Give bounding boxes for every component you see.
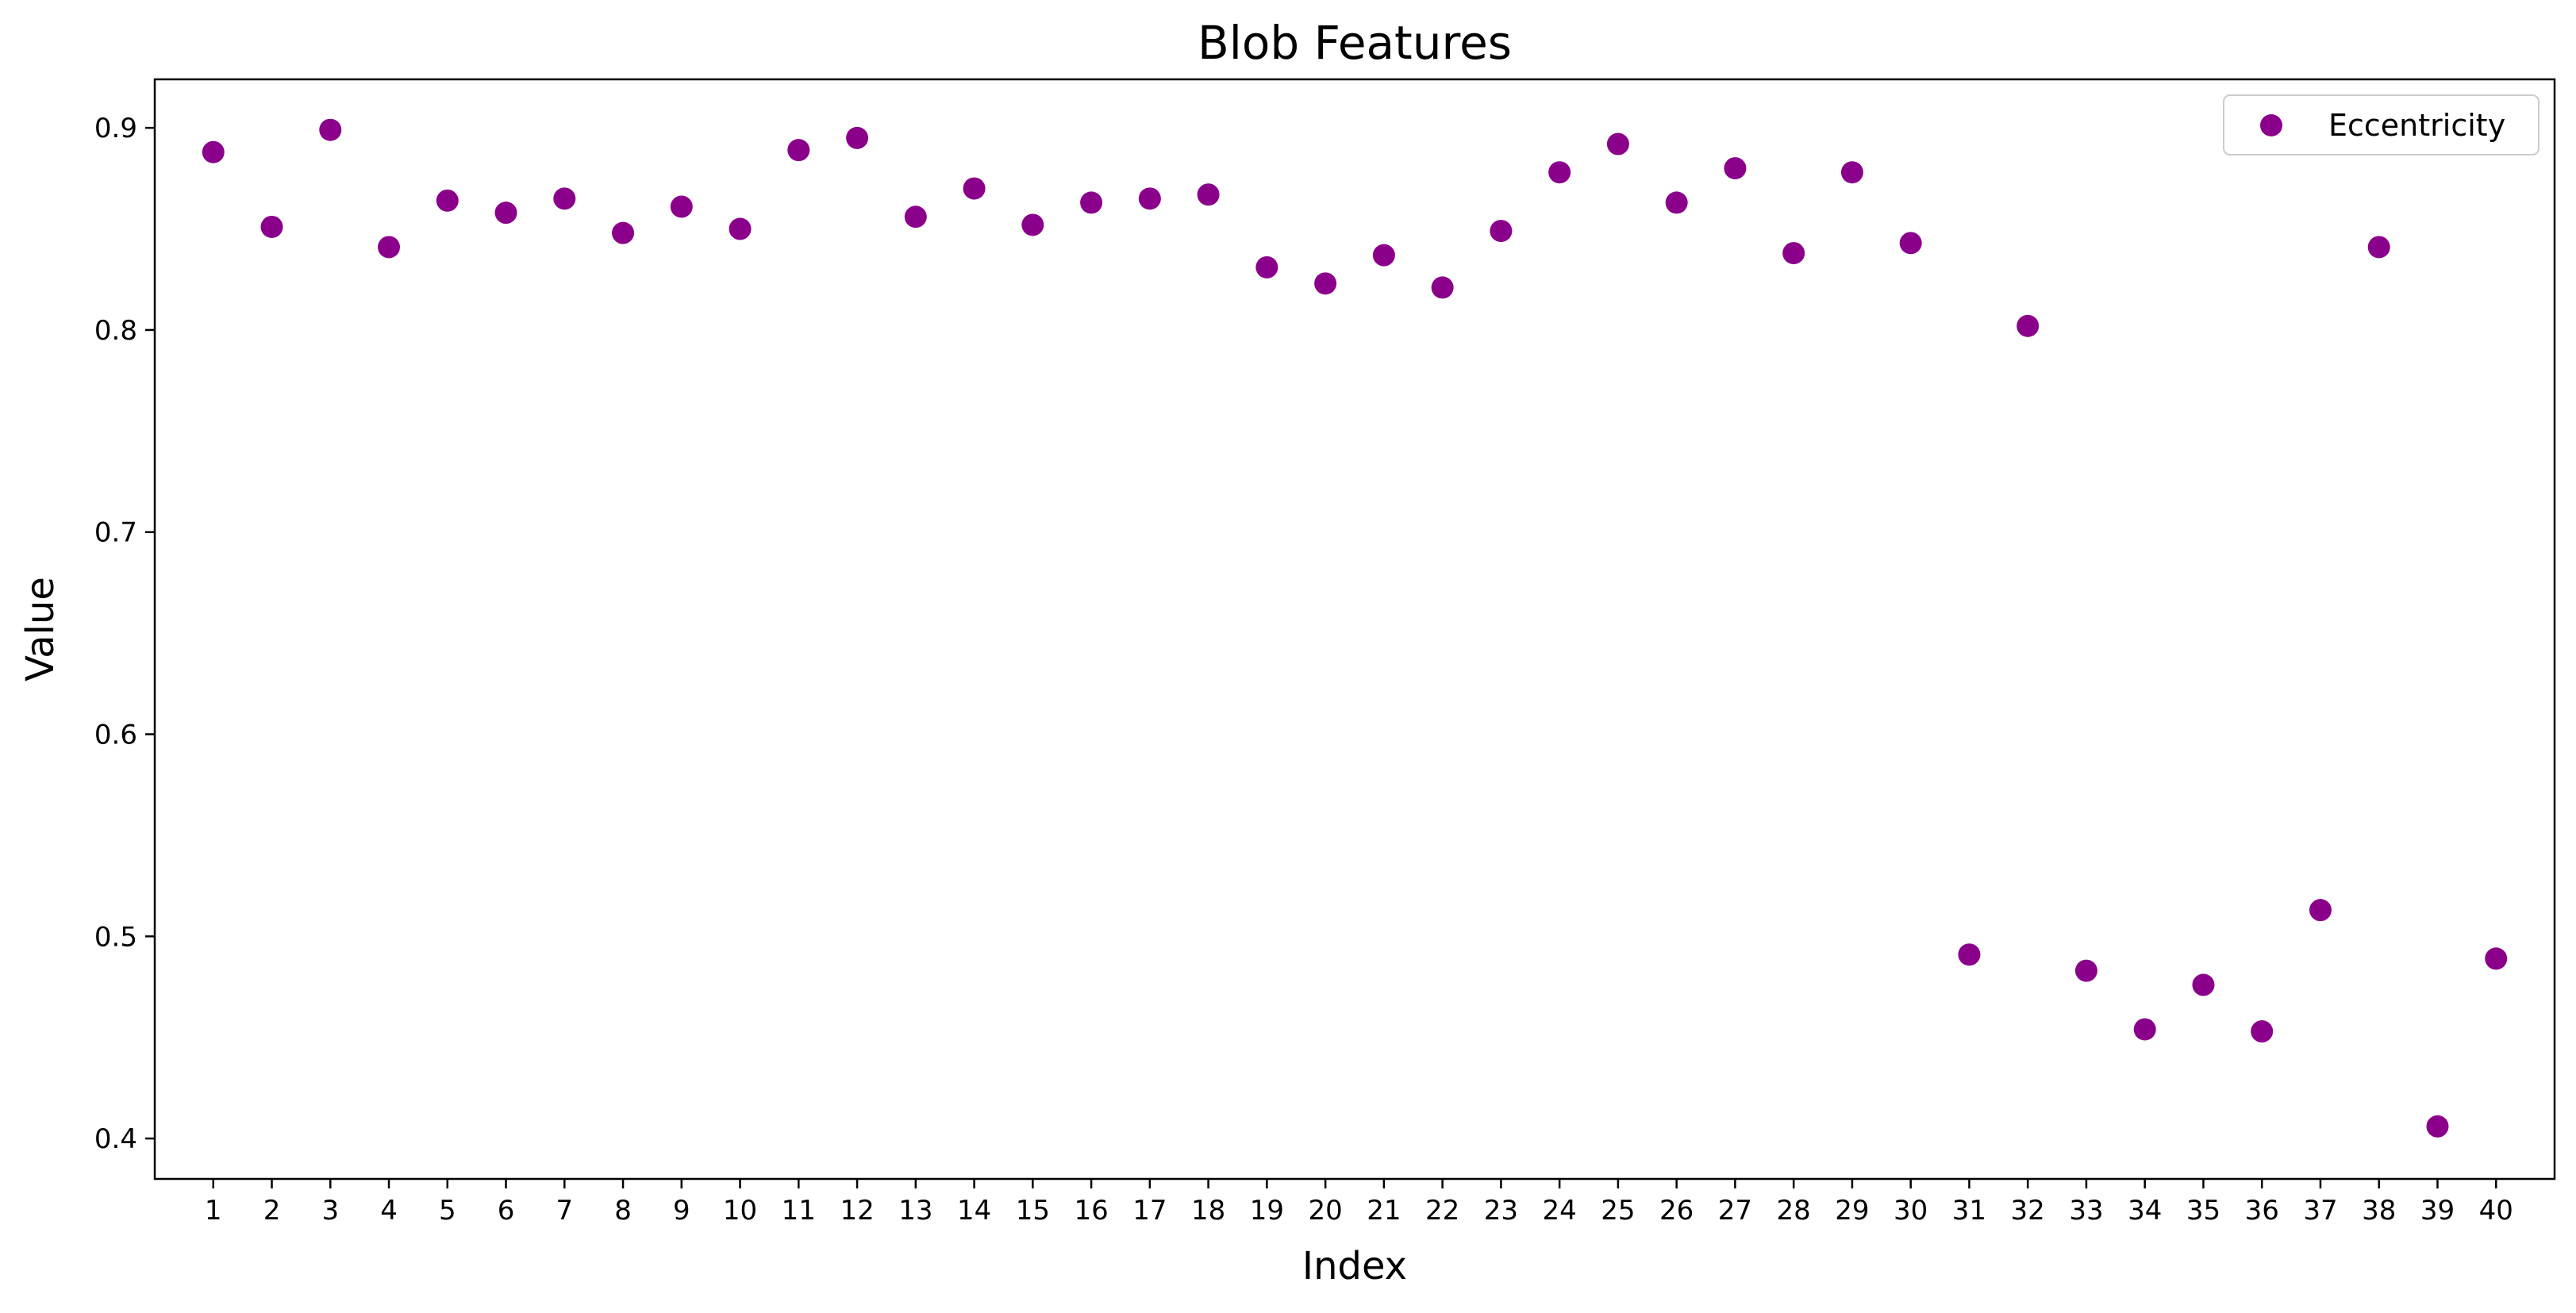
data-point (1431, 276, 1454, 299)
ticks-layer: 1 2 3 4 5 6 7 8 9 10 11 12 13 14 15 16 17 18 19 20 21 22 23 24 2… (94, 113, 2513, 1227)
chart-title: Blob Features (1198, 16, 1512, 70)
x-tick-label: 4 (380, 1195, 398, 1227)
x-tick-label: 9 (673, 1195, 690, 1227)
x-tick-label: 29 (1835, 1195, 1869, 1227)
data-point (553, 187, 576, 210)
legend-frame (2223, 94, 2539, 155)
x-tick-label: 31 (1952, 1195, 1986, 1227)
data-point (1197, 183, 1220, 206)
data-point (2192, 973, 2215, 996)
x-tick-label: 18 (1191, 1195, 1225, 1227)
x-tick-label: 27 (1718, 1195, 1752, 1227)
data-point (1606, 132, 1629, 155)
data-point (1080, 191, 1103, 214)
data-point (494, 202, 517, 225)
data-point (1958, 943, 1981, 966)
x-tick-label: 16 (1074, 1195, 1108, 1227)
x-tick-label: 23 (1484, 1195, 1518, 1227)
y-tick-label: 0.7 (94, 517, 137, 549)
x-tick-label: 21 (1367, 1195, 1401, 1227)
data-point (1665, 191, 1688, 214)
x-tick-label: 35 (2186, 1195, 2220, 1227)
x-tick-label: 34 (2128, 1195, 2162, 1227)
x-tick-label: 28 (1777, 1195, 1811, 1227)
x-tick-label: 22 (1425, 1195, 1459, 1227)
data-point (2133, 1018, 2156, 1041)
data-point (1138, 187, 1161, 210)
data-point (1782, 242, 1805, 265)
x-tick-label: 10 (723, 1195, 757, 1227)
data-point (612, 221, 635, 244)
data-point (2426, 1115, 2449, 1138)
x-axis-label: Index (1302, 1244, 1407, 1288)
x-tick-label: 32 (2011, 1195, 2045, 1227)
plot-frame (153, 78, 2556, 1181)
x-tick-label: 14 (957, 1195, 991, 1227)
data-point (670, 195, 693, 218)
x-tick-label: 39 (2420, 1195, 2455, 1227)
legend: Eccentricity (2223, 94, 2539, 155)
y-tick-label: 0.6 (94, 719, 137, 751)
x-tick-label: 19 (1250, 1195, 1284, 1227)
data-point (787, 139, 810, 162)
legend-marker (2260, 114, 2282, 136)
y-axis-label: Value (18, 577, 63, 681)
y-tick-label: 0.9 (94, 113, 137, 144)
x-tick-label: 20 (1308, 1195, 1342, 1227)
data-point (2309, 899, 2332, 922)
x-tick-label: 1 (205, 1195, 222, 1227)
x-tick-label: 11 (782, 1195, 816, 1227)
data-point (2017, 314, 2040, 337)
data-point (846, 126, 869, 149)
data-point (1840, 161, 1863, 184)
x-tick-label: 15 (1016, 1195, 1050, 1227)
points-layer (202, 118, 2508, 1138)
data-point (1899, 232, 1922, 255)
x-tick-label: 26 (1659, 1195, 1694, 1227)
data-point (1490, 220, 1513, 243)
data-point (2074, 959, 2097, 982)
x-tick-label: 36 (2245, 1195, 2279, 1227)
x-tick-label: 8 (614, 1195, 632, 1227)
y-tick-label: 0.8 (94, 315, 137, 347)
x-tick-label: 25 (1601, 1195, 1635, 1227)
data-point (963, 177, 986, 200)
data-point (1255, 255, 1278, 278)
data-point (2367, 236, 2390, 259)
x-tick-label: 7 (556, 1195, 573, 1227)
x-tick-label: 33 (2069, 1195, 2103, 1227)
data-point (202, 140, 225, 163)
y-tick-label: 0.5 (94, 921, 137, 953)
x-tick-label: 17 (1132, 1195, 1167, 1227)
data-point (319, 118, 342, 141)
x-tick-label: 12 (840, 1195, 874, 1227)
x-tick-label: 38 (2362, 1195, 2396, 1227)
x-tick-label: 30 (1894, 1195, 1928, 1227)
data-point (2485, 947, 2508, 970)
data-point (1372, 244, 1395, 267)
data-point (904, 205, 927, 228)
y-tick-label: 0.4 (94, 1123, 137, 1155)
x-tick-label: 5 (439, 1195, 456, 1227)
data-point (1724, 157, 1747, 180)
legend-label: Eccentricity (2328, 108, 2505, 143)
data-point (436, 189, 459, 212)
data-point (1021, 213, 1044, 236)
x-tick-label: 40 (2479, 1195, 2513, 1227)
data-point (378, 236, 401, 259)
x-tick-label: 13 (898, 1195, 932, 1227)
x-tick-label: 2 (263, 1195, 281, 1227)
data-point (1548, 161, 1571, 184)
x-tick-label: 6 (498, 1195, 515, 1227)
x-tick-label: 37 (2303, 1195, 2337, 1227)
data-point (2251, 1020, 2274, 1043)
data-point (729, 217, 752, 240)
data-point (260, 215, 283, 238)
x-tick-label: 3 (321, 1195, 339, 1227)
x-tick-label: 24 (1543, 1195, 1577, 1227)
data-point (1314, 272, 1337, 295)
